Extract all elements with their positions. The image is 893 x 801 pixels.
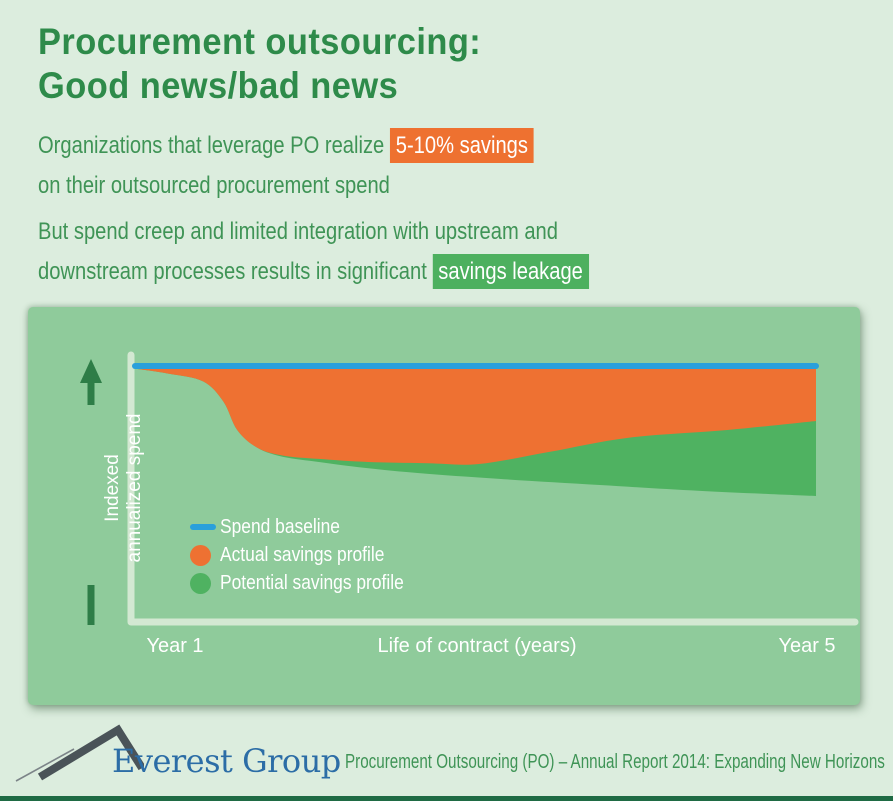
x-tick-year5: Year 5 (778, 635, 836, 657)
x-axis-label: Life of contract (years) (377, 635, 577, 657)
legend-label-potential: Potential savings profile (220, 571, 404, 594)
chart-areas (132, 363, 819, 496)
good-news-line2: on their outsourced procurement spend (38, 172, 390, 199)
footer: Everest Group Procurement Outsourcing (P… (0, 718, 893, 788)
y-axis-arrow-shaft-bottom (87, 585, 95, 625)
brand-name: Everest Group (112, 742, 341, 780)
y-axis-label-line1: Indexed (102, 454, 123, 522)
baseline-line-swatch (190, 524, 216, 530)
chart-canvas (80, 351, 859, 626)
axis-lines (127, 351, 859, 626)
chart-legend: Spend baseline Actual savings profile Po… (190, 513, 431, 597)
bad-news-line1: But spend creep and limited integration … (38, 218, 558, 245)
actual-savings-profile-area (135, 367, 816, 465)
savings-highlight: 5-10% savings (389, 128, 534, 163)
leakage-highlight: savings leakage (432, 254, 589, 289)
legend-row-actual: Actual savings profile (190, 541, 431, 569)
actual-dot-swatch (190, 544, 211, 566)
y-axis-arrow-shaft-top (87, 381, 95, 405)
y-axis-arrow-head (80, 359, 102, 383)
good-news-paragraph: Organizations that leverage PO realize 5… (38, 126, 534, 206)
mountain-peak-icon (37, 724, 144, 781)
page-title: Procurement outsourcing: Good news/bad n… (38, 20, 481, 108)
logo-thin-slope (15, 748, 75, 782)
x-tick-year1: Year 1 (146, 635, 204, 657)
legend-row-baseline: Spend baseline (190, 513, 431, 541)
potential-swatch-wrap (190, 572, 220, 594)
good-news-text: Organizations that leverage PO realize (38, 132, 390, 159)
bad-news-paragraph: But spend creep and limited integration … (38, 212, 589, 292)
actual-swatch-wrap (190, 544, 220, 566)
legend-label-baseline: Spend baseline (220, 515, 340, 538)
y-axis-label: Indexed annualized spend (102, 368, 146, 608)
y-axis-label-line2: annualized spend (124, 413, 145, 563)
everest-group-logo-icon (15, 724, 144, 782)
good-news-line1: Organizations that leverage PO realize 5… (38, 126, 534, 166)
y-axis-arrow (80, 359, 102, 625)
bad-news-text: downstream processes results in signific… (38, 258, 433, 285)
bottom-accent-bar (0, 796, 893, 801)
chart-panel: Indexed annualized spend Spend baseline … (28, 307, 860, 705)
legend-label-actual: Actual savings profile (220, 543, 385, 566)
bad-news-line2: downstream processes results in signific… (38, 252, 589, 292)
page-title-line1: Procurement outsourcing: (38, 21, 482, 62)
legend-row-potential: Potential savings profile (190, 569, 431, 597)
potential-dot-swatch (190, 572, 211, 594)
report-title: Procurement Outsourcing (PO) – Annual Re… (345, 751, 885, 773)
page-title-line2: Good news/bad news (38, 65, 399, 106)
baseline-swatch-wrap (190, 524, 220, 530)
